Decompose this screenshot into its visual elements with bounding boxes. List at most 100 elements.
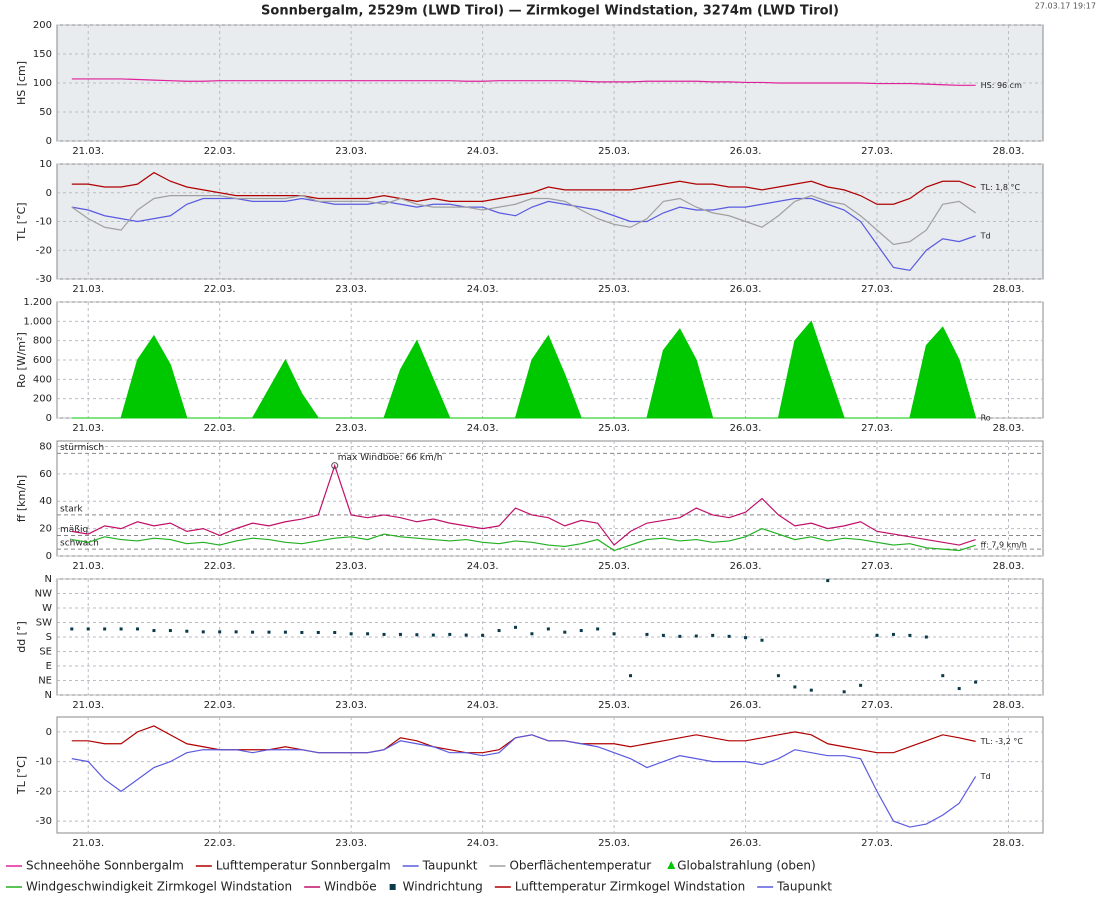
direction-point <box>924 635 928 639</box>
legend-label: Oberflächentemperatur <box>509 859 651 873</box>
end-label: HS: 96 cm <box>981 81 1022 90</box>
x-tick-label: 27.03. <box>861 284 893 295</box>
direction-point <box>645 632 649 636</box>
direction-point <box>103 627 107 631</box>
direction-point <box>859 683 863 687</box>
direction-point <box>366 632 370 636</box>
x-tick-label: 24.03. <box>467 146 499 157</box>
direction-point <box>431 633 435 637</box>
legend-label: Lufttemperatur Zirmkogel Windstation <box>515 880 745 894</box>
legend-label: Taupunkt <box>776 880 832 894</box>
threshold-label: schwach <box>60 539 99 549</box>
y-tick-label: 60 <box>39 469 52 480</box>
max-marker <box>331 462 339 470</box>
direction-point <box>809 688 813 692</box>
x-tick-label: 28.03. <box>993 146 1025 157</box>
end-label: Td <box>980 231 991 240</box>
x-tick-label: 21.03. <box>72 561 104 572</box>
direction-point <box>629 674 633 678</box>
direction-point <box>678 634 682 638</box>
direction-point <box>711 633 715 637</box>
legend-label: Schneehöhe Sonnbergalm <box>26 859 184 873</box>
direction-point <box>513 625 517 629</box>
legend-swatch <box>667 861 676 869</box>
direction-point <box>300 630 304 634</box>
y-tick-label: SW <box>36 618 52 629</box>
x-tick-label: 25.03. <box>598 284 630 295</box>
direction-point <box>333 630 337 634</box>
y-tick-label: 80 <box>39 441 52 452</box>
x-tick-label: 27.03. <box>861 423 893 434</box>
y-tick-label: 600 <box>33 355 52 366</box>
x-tick-label: 24.03. <box>467 284 499 295</box>
direction-point <box>744 636 748 640</box>
series-line <box>71 463 976 546</box>
direction-point <box>234 630 238 634</box>
direction-point <box>316 630 320 634</box>
x-tick-label: 22.03. <box>204 423 236 434</box>
direction-point <box>201 630 205 634</box>
x-tick-label: 21.03. <box>72 838 104 849</box>
y-tick-label: -10 <box>36 757 52 768</box>
y-tick-label: -30 <box>36 816 52 827</box>
direction-point <box>563 630 567 634</box>
x-tick-label: 23.03. <box>335 423 367 434</box>
x-tick-label: 22.03. <box>204 146 236 157</box>
direction-point <box>415 633 419 637</box>
end-label: Ro <box>981 414 991 423</box>
plot-background <box>56 440 1044 557</box>
legend-label: Globalstrahlung (oben) <box>677 859 815 873</box>
y-axis-label: Ro [W/m²] <box>15 332 28 388</box>
timestamp: 27.03.17 19:17 <box>1035 2 1096 11</box>
direction-point <box>86 627 90 631</box>
direction-point <box>349 632 353 636</box>
legend-label: Windrichtung <box>403 880 483 894</box>
x-tick-label: 26.03. <box>730 561 762 572</box>
threshold-label: stark <box>60 504 83 514</box>
direction-point <box>152 629 156 633</box>
x-tick-label: 26.03. <box>730 700 762 711</box>
direction-point <box>119 627 123 631</box>
x-tick-label: 21.03. <box>72 700 104 711</box>
direction-point <box>793 685 797 689</box>
end-label: Td <box>980 772 991 781</box>
y-axis-label: TL [°C] <box>15 202 28 241</box>
direction-point <box>546 627 550 631</box>
x-tick-label: 23.03. <box>335 700 367 711</box>
x-tick-label: 27.03. <box>861 700 893 711</box>
y-tick-label: W <box>42 603 52 614</box>
direction-point <box>908 633 912 637</box>
direction-point <box>481 633 485 637</box>
x-tick-label: 21.03. <box>72 146 104 157</box>
end-label: TL: 1,8 °C <box>980 183 1021 192</box>
x-tick-label: 22.03. <box>204 561 236 572</box>
y-tick-label: 40 <box>39 496 52 507</box>
direction-point <box>283 630 287 634</box>
y-axis-label: TL [°C] <box>15 756 28 795</box>
direction-point <box>70 627 74 631</box>
direction-point <box>957 687 961 691</box>
x-tick-label: 28.03. <box>993 284 1025 295</box>
y-tick-label: -20 <box>36 245 52 256</box>
y-tick-label: -30 <box>36 274 52 285</box>
y-tick-label: 0 <box>46 188 52 199</box>
legend-swatch <box>389 884 396 890</box>
x-tick-label: 23.03. <box>335 561 367 572</box>
y-tick-label: 50 <box>39 107 52 118</box>
series-line <box>71 197 976 272</box>
x-tick-label: 22.03. <box>204 700 236 711</box>
y-tick-label: 0 <box>46 136 52 147</box>
x-tick-label: 25.03. <box>598 561 630 572</box>
y-tick-label: 800 <box>33 336 52 347</box>
y-tick-label: 150 <box>33 49 52 60</box>
series-line <box>71 78 976 86</box>
x-tick-label: 24.03. <box>467 423 499 434</box>
legend-label: Windböe <box>324 880 377 894</box>
direction-point <box>661 633 665 637</box>
x-tick-label: 25.03. <box>598 146 630 157</box>
y-tick-label: 0 <box>46 413 52 424</box>
y-tick-label: 200 <box>33 20 52 31</box>
series-line <box>71 194 976 246</box>
x-tick-label: 24.03. <box>467 700 499 711</box>
x-tick-label: 28.03. <box>993 561 1025 572</box>
